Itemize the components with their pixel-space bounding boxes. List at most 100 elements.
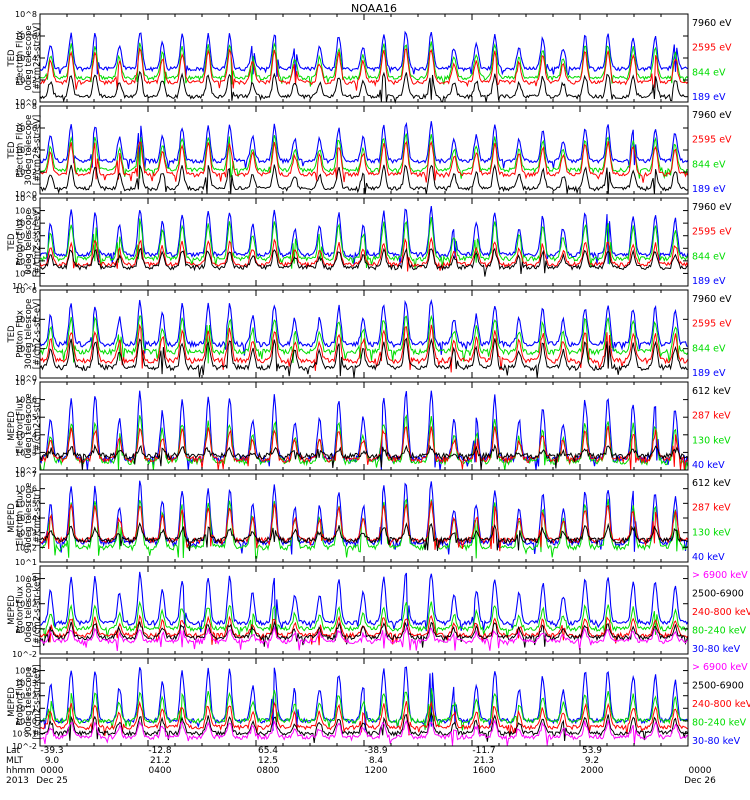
y-tick-label: 10^4 bbox=[15, 54, 37, 63]
y-axis-label-line: TED bbox=[7, 141, 17, 160]
footer-mlt-value: 8.4 bbox=[369, 756, 384, 766]
legend-entry: 189 eV bbox=[692, 184, 726, 195]
y-tick-label: 10^1 bbox=[15, 704, 37, 713]
series-line-287-kev bbox=[39, 425, 689, 471]
y-axis-label-line: MEPED bbox=[7, 595, 17, 625]
series-line-612-kev bbox=[39, 443, 689, 471]
series-line-40-kev bbox=[39, 480, 689, 555]
y-tick-label: 10^1 bbox=[15, 257, 37, 266]
footer-hhmm-value: 0400 bbox=[149, 766, 172, 776]
footer-row-label: Lat bbox=[6, 746, 21, 756]
legend-entry: 80-240 keV bbox=[692, 718, 747, 729]
y-axis-label-line: [#/cm2-s-str] bbox=[33, 490, 43, 547]
y-tick-label: 10^3 bbox=[15, 232, 37, 241]
legend-entry: 844 eV bbox=[692, 343, 726, 354]
legend-entry: 2500-6900 bbox=[692, 681, 744, 692]
y-axis-label-line: [#/cm2-s-str-eV] bbox=[33, 207, 43, 277]
legend-entry: 30-80 keV bbox=[692, 644, 741, 655]
y-tick-label: 10^8 bbox=[15, 102, 37, 111]
y-axis-label-line: MEPED bbox=[7, 503, 17, 533]
y-tick-label: 10^0 bbox=[15, 98, 37, 107]
plot-title: NOAA16 bbox=[351, 2, 397, 15]
y-tick-label: 10^-1 bbox=[12, 729, 37, 738]
panel-frame bbox=[39, 197, 689, 287]
y-tick-label: 10^5 bbox=[15, 207, 37, 216]
legend-entry: 2500-6900 bbox=[692, 589, 744, 600]
legend-entry: 844 eV bbox=[692, 159, 726, 170]
y-tick-label: 10^4 bbox=[15, 146, 37, 155]
y-axis-label-line: 30deg telescope bbox=[24, 115, 34, 186]
legend-entry: > 6900 keV bbox=[692, 662, 748, 673]
y-axis-label-line: MEPED bbox=[7, 411, 17, 441]
y-tick-label: 10^2 bbox=[15, 168, 37, 177]
y-axis-label-line: Electron Flux bbox=[16, 122, 26, 177]
footer-lat-value: 65.4 bbox=[258, 746, 278, 756]
series-line-130-kev bbox=[39, 498, 689, 559]
y-axis-label-line: Proton Flux bbox=[16, 678, 26, 726]
y-axis-label-line: Proton Flux bbox=[16, 310, 26, 358]
panel-8: 10^-210^-110^010^110^210^310^4MEPEDProto… bbox=[7, 657, 750, 751]
footer-hhmm-value: 1200 bbox=[365, 766, 388, 776]
y-tick-label: 10^-1 bbox=[12, 282, 37, 291]
series-line-189-ev bbox=[39, 206, 689, 265]
legend-entry: 189 eV bbox=[692, 92, 726, 103]
y-tick-label: 10^2 bbox=[15, 244, 37, 253]
legend-entry: 2595 eV bbox=[692, 135, 732, 146]
series-line-30-80-kev bbox=[39, 666, 689, 731]
legend-entry: 40 keV bbox=[692, 460, 725, 471]
series-line-189-ev bbox=[39, 121, 689, 170]
y-tick-label: 10^4 bbox=[15, 575, 37, 584]
series-line-2595-ev bbox=[39, 47, 689, 91]
series-line-7960-ev bbox=[39, 247, 689, 277]
y-tick-label: 10^-2 bbox=[12, 650, 37, 659]
footer-date-value: Dec 25 bbox=[36, 776, 68, 786]
legend-entry: 80-240 keV bbox=[692, 626, 747, 637]
y-tick-label: 10^6 bbox=[15, 485, 37, 494]
series-line-2595-ev bbox=[39, 140, 689, 183]
series-line--6900-kev bbox=[39, 625, 689, 651]
legend-entry: 287 keV bbox=[692, 411, 731, 422]
y-tick-label: 10^-2 bbox=[12, 742, 37, 751]
series-line-844-ev bbox=[39, 314, 689, 364]
legend-entry: 287 keV bbox=[692, 503, 731, 514]
y-tick-label: 10^3 bbox=[15, 679, 37, 688]
y-tick-label: 10^2 bbox=[15, 466, 37, 475]
series-line-612-kev bbox=[40, 522, 689, 552]
y-tick-label: 10^1 bbox=[15, 558, 37, 567]
series-line-844-ev bbox=[39, 41, 689, 87]
y-axis-label-line: Electron Flux bbox=[16, 398, 26, 453]
y-tick-label: 10^0 bbox=[15, 717, 37, 726]
legend-entry: 7960 eV bbox=[692, 18, 732, 29]
y-tick-label: 10^2 bbox=[15, 543, 37, 552]
series-line-7960-ev bbox=[39, 337, 689, 379]
y-axis-label-line: [#/cm2-s-str-eV] bbox=[33, 23, 43, 93]
y-tick-label: 10^4 bbox=[15, 219, 37, 228]
series-line-189-ev bbox=[39, 298, 689, 356]
footer-hhmm-value: 2000 bbox=[581, 766, 604, 776]
footer-lat-value: -39.3 bbox=[40, 746, 63, 756]
footer-lat-value: -12.8 bbox=[148, 746, 172, 756]
legend-entry: 612 keV bbox=[692, 478, 731, 489]
footer-mlt-value: 9.0 bbox=[45, 756, 60, 766]
y-axis-label-line: [#/cm2-s-str-keV] bbox=[33, 665, 43, 740]
y-tick-label: 10^7 bbox=[15, 378, 37, 387]
y-axis-label-line: 30deg telescope bbox=[24, 299, 34, 370]
y-tick-label: 10^8 bbox=[15, 10, 37, 19]
legend-entry: 2595 eV bbox=[692, 43, 732, 54]
footer-mlt-value: 21.2 bbox=[150, 756, 170, 766]
series-line-7960-ev bbox=[39, 163, 689, 195]
series-line-189-ev bbox=[39, 30, 689, 78]
y-tick-label: 10^6 bbox=[15, 194, 37, 203]
legend-entry: 7960 eV bbox=[692, 294, 732, 305]
y-tick-label: 10^4 bbox=[15, 667, 37, 676]
footer-hhmm-value: 0800 bbox=[257, 766, 280, 776]
legend-entry: 240-800 keV bbox=[692, 607, 750, 618]
